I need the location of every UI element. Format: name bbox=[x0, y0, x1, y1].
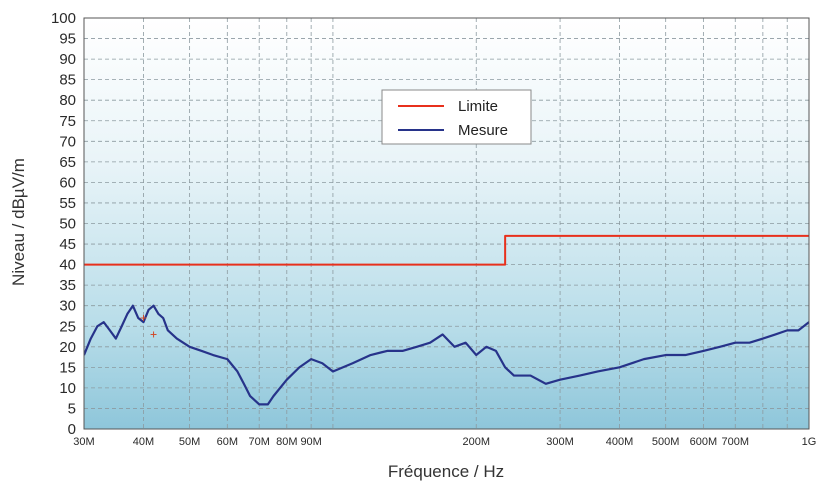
y-tick-label: 60 bbox=[59, 174, 76, 191]
x-axis-ticks: 30M 40M 50M 60M 70M 80M 90M 200M 300M 400M 500M 600… bbox=[73, 436, 816, 448]
y-tick-label: 20 bbox=[59, 339, 76, 356]
legend-label-limite: Limite bbox=[458, 98, 498, 115]
x-tick-label: 300M bbox=[546, 436, 574, 448]
y-tick-label: 5 bbox=[68, 400, 76, 417]
series-line-mesure bbox=[84, 304, 809, 406]
x-tick-label: 200M bbox=[462, 436, 490, 448]
y-tick-label: 90 bbox=[59, 51, 76, 68]
y-tick-label: 50 bbox=[59, 216, 76, 233]
marker-cross bbox=[140, 315, 147, 322]
y-tick-label: 40 bbox=[59, 257, 76, 274]
y-tick-label: 55 bbox=[59, 195, 76, 212]
x-axis-title: Fréquence / Hz bbox=[388, 462, 504, 481]
x-tick-label: 1G bbox=[802, 436, 817, 448]
series-line-limite bbox=[84, 234, 809, 266]
y-tick-label: 25 bbox=[59, 318, 76, 335]
series-layer bbox=[84, 234, 809, 406]
plot-frame bbox=[83, 17, 810, 430]
x-tick-label: 600M bbox=[690, 436, 718, 448]
x-tick-label: 700M bbox=[721, 436, 749, 448]
y-tick-label: 0 bbox=[68, 421, 76, 438]
y-tick-label: 75 bbox=[59, 113, 76, 130]
marker-cross bbox=[150, 331, 157, 338]
marker-layer bbox=[140, 315, 157, 338]
y-tick-label: 15 bbox=[59, 359, 76, 376]
y-tick-label: 85 bbox=[59, 72, 76, 89]
y-tick-label: 30 bbox=[59, 298, 76, 315]
x-tick-label: 70M bbox=[248, 436, 269, 448]
y-axis-title: Niveau / dBµV/m bbox=[9, 158, 28, 286]
y-tick-label: 45 bbox=[59, 236, 76, 253]
y-tick-label: 10 bbox=[59, 380, 76, 397]
x-tick-label: 90M bbox=[300, 436, 321, 448]
legend-label-mesure: Mesure bbox=[458, 122, 508, 139]
x-tick-label: 60M bbox=[217, 436, 238, 448]
y-tick-label: 65 bbox=[59, 154, 76, 171]
x-tick-label: 80M bbox=[276, 436, 297, 448]
x-tick-label: 40M bbox=[133, 436, 154, 448]
y-tick-label: 95 bbox=[59, 31, 76, 48]
y-tick-label: 80 bbox=[59, 92, 76, 109]
x-tick-label: 30M bbox=[73, 436, 94, 448]
legend: Limite Mesure bbox=[381, 89, 532, 145]
x-tick-label: 400M bbox=[606, 436, 634, 448]
y-axis-ticks: 0 5 10 15 20 25 30 35 40 45 50 55 60 65 70 75 80 85 90 95 10… bbox=[51, 10, 76, 438]
y-tick-label: 100 bbox=[51, 10, 76, 27]
y-tick-label: 35 bbox=[59, 277, 76, 294]
x-tick-label: 500M bbox=[652, 436, 680, 448]
x-tick-label: 50M bbox=[179, 436, 200, 448]
y-tick-label: 70 bbox=[59, 133, 76, 150]
legend-box bbox=[381, 89, 532, 145]
grid bbox=[84, 18, 809, 429]
